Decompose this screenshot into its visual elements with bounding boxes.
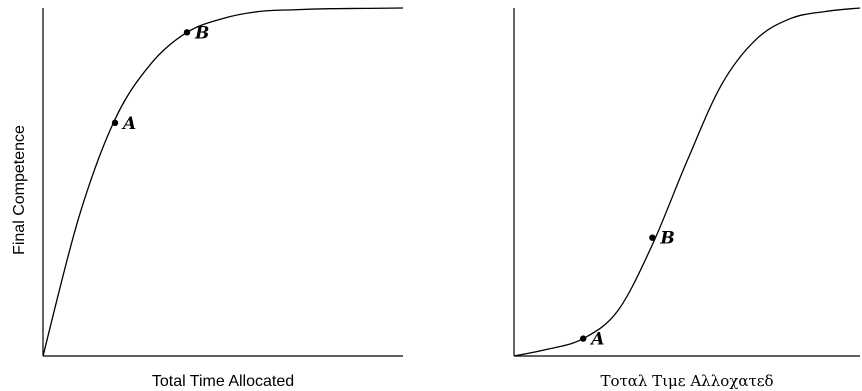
left-point-a (111, 119, 119, 127)
right-x-axis-label: Τοταλ Τιμε Αλλοχατεδ (600, 372, 773, 390)
right-series-line (513, 7, 861, 357)
left-point-label-a: A (121, 114, 136, 134)
right-point-b (649, 234, 656, 241)
left-point-label-b: B (194, 23, 209, 43)
left-y-axis-label: Final Competence (11, 125, 28, 255)
right-chart: AB Τοταλ Τιμε Αλλοχατεδ (513, 7, 861, 390)
right-point-a (580, 335, 587, 342)
left-series-line (42, 7, 404, 357)
right-point-label-a: A (589, 330, 604, 350)
left-point-b (183, 29, 191, 36)
right-point-label-b: B (659, 229, 674, 249)
left-x-axis-label: Total Time Allocated (152, 373, 294, 390)
right-annotations: AB (580, 229, 675, 350)
left-annotations: AB (111, 23, 209, 134)
left-chart: AB Total Time Allocated Final Competence (11, 7, 404, 390)
